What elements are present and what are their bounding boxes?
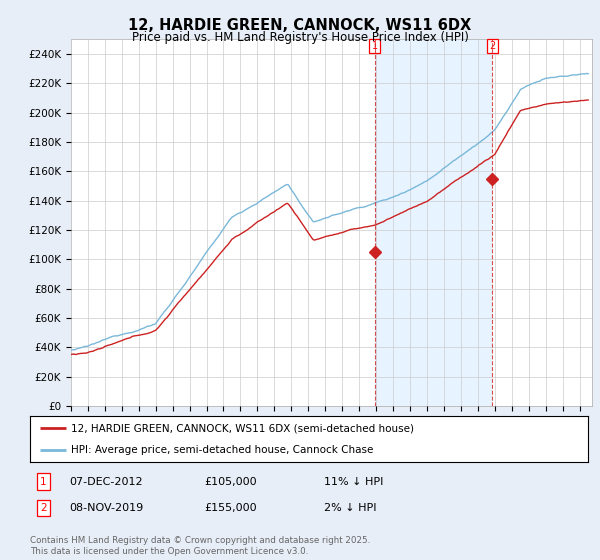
Text: 2: 2 [40,503,47,513]
Text: Contains HM Land Registry data © Crown copyright and database right 2025.
This d: Contains HM Land Registry data © Crown c… [30,536,370,556]
Text: HPI: Average price, semi-detached house, Cannock Chase: HPI: Average price, semi-detached house,… [71,445,373,455]
Text: 12, HARDIE GREEN, CANNOCK, WS11 6DX (semi-detached house): 12, HARDIE GREEN, CANNOCK, WS11 6DX (sem… [71,423,414,433]
Text: 2: 2 [489,41,496,51]
Text: 1: 1 [372,41,378,51]
Text: Price paid vs. HM Land Registry's House Price Index (HPI): Price paid vs. HM Land Registry's House … [131,31,469,44]
Text: 1: 1 [40,477,47,487]
Text: 08-NOV-2019: 08-NOV-2019 [69,503,143,513]
Text: 11% ↓ HPI: 11% ↓ HPI [324,477,383,487]
Text: £105,000: £105,000 [204,477,257,487]
Text: 12, HARDIE GREEN, CANNOCK, WS11 6DX: 12, HARDIE GREEN, CANNOCK, WS11 6DX [128,18,472,33]
Text: 07-DEC-2012: 07-DEC-2012 [69,477,143,487]
Text: £155,000: £155,000 [204,503,257,513]
Text: 2% ↓ HPI: 2% ↓ HPI [324,503,377,513]
Bar [375,39,493,406]
